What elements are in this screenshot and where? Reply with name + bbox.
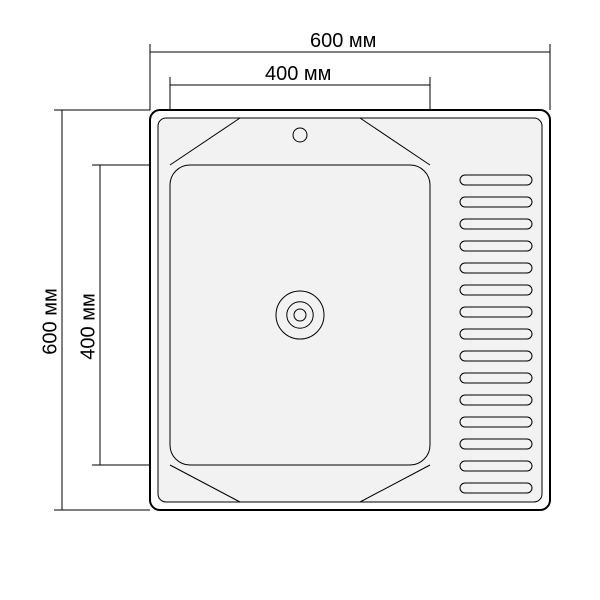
dim-label-width-inner: 400 мм: [265, 63, 331, 86]
dim-label-height-inner: 400 мм: [78, 293, 101, 359]
dim-label-height-outer: 600 мм: [40, 288, 63, 354]
sink-bowl: [170, 165, 430, 465]
dim-label-width-outer: 600 мм: [310, 30, 376, 53]
sink-diagram: 600 мм 400 мм 600 мм 400 мм: [0, 0, 600, 600]
sink-body: [150, 110, 550, 510]
